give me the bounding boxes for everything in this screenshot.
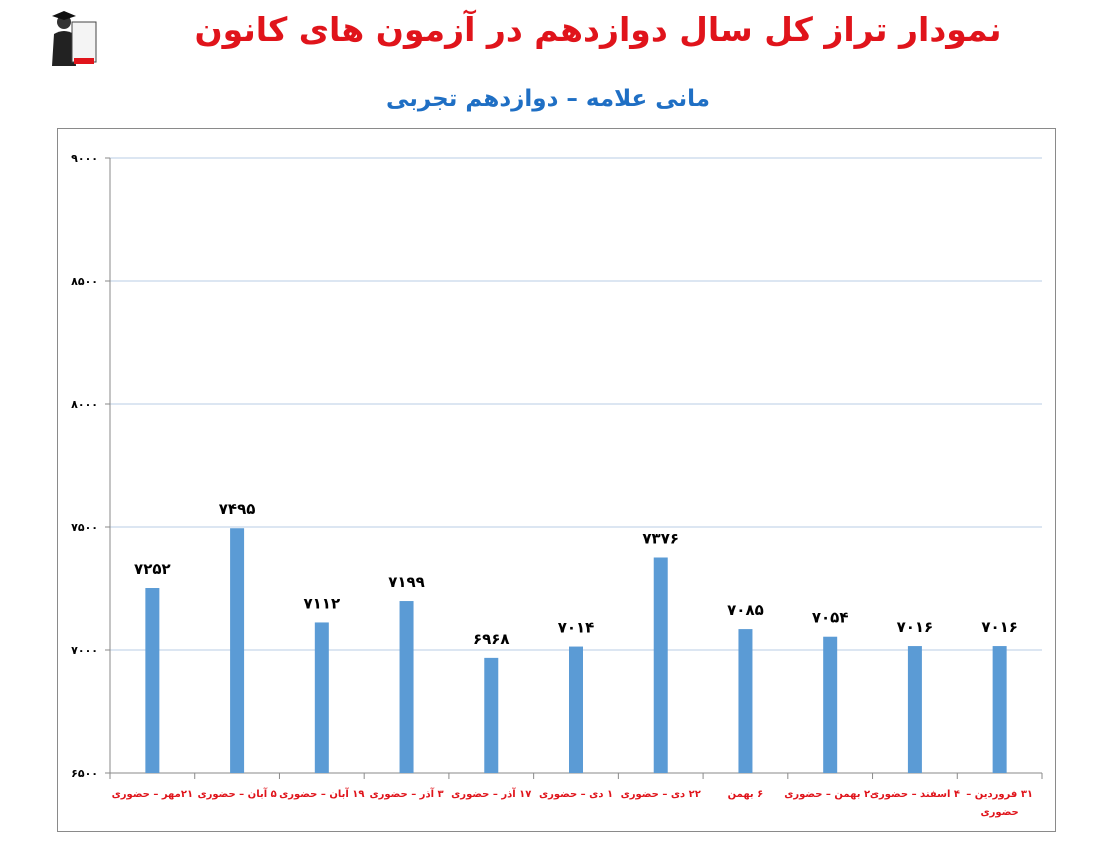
y-tick-label: ۸۵۰۰	[71, 275, 98, 288]
bar	[230, 528, 245, 773]
data-label: ۷۱۱۲	[304, 594, 341, 612]
category-label: حضوری	[981, 807, 1019, 818]
bar	[399, 601, 414, 773]
bar	[569, 646, 583, 773]
y-tick-label: ۷۵۰۰	[71, 521, 98, 534]
category-label: ۱۹ آبان – حضوری	[279, 787, 364, 800]
data-label: ۷۳۷۶	[642, 530, 679, 548]
bar	[738, 629, 753, 773]
category-label: ۱ دی – حضوری	[539, 789, 613, 800]
data-label: ۷۰۱۶	[981, 618, 1018, 636]
y-tick-label: ۹۰۰۰	[71, 152, 98, 165]
data-label: ۷۰۸۵	[727, 601, 764, 619]
bar	[653, 557, 668, 773]
category-label: ۶ بهمن	[728, 789, 764, 800]
category-label: ۵ آبان – حضوری	[197, 787, 276, 800]
bar	[484, 657, 499, 773]
category-label: ۱۷ آذر – حضوری	[451, 787, 531, 800]
data-label: ۷۰۱۶	[897, 618, 934, 636]
data-label: ۶۹۶۸	[473, 630, 510, 648]
category-label: ۴ اسفند – حضوری	[870, 789, 960, 800]
school-logo	[44, 8, 102, 70]
bar	[907, 646, 922, 773]
y-tick-label: ۶۵۰۰	[71, 767, 98, 780]
category-label: ۲۱مهر – حضوری	[112, 789, 193, 800]
chart-title: نمودار تراز کل سال دوازدهم در آزمون های …	[194, 10, 1002, 49]
category-label: ۲۰ بهمن – حضوری	[784, 789, 876, 800]
chart-frame	[57, 128, 1056, 832]
bar	[992, 646, 1007, 773]
category-label: ۳ آذر – حضوری	[369, 787, 443, 800]
data-label: ۷۱۹۹	[388, 573, 425, 591]
data-label: ۷۰۵۴	[812, 609, 849, 627]
y-tick-label: ۷۰۰۰	[71, 644, 98, 657]
data-label: ۷۰۱۴	[558, 619, 595, 637]
bar	[314, 622, 329, 773]
graduate-logo-icon	[44, 8, 102, 70]
chart-subtitle: مانی علامه – دوازدهم تجربی	[385, 86, 711, 112]
bar	[823, 636, 838, 773]
category-label: ۲۲ دی – حضوری	[621, 789, 701, 800]
y-tick-label: ۸۰۰۰	[71, 398, 98, 411]
category-label: ۳۱ فروردین –	[966, 789, 1033, 800]
data-label: ۷۴۹۵	[219, 500, 256, 518]
bar	[145, 588, 160, 773]
data-label: ۷۲۵۲	[134, 560, 171, 578]
